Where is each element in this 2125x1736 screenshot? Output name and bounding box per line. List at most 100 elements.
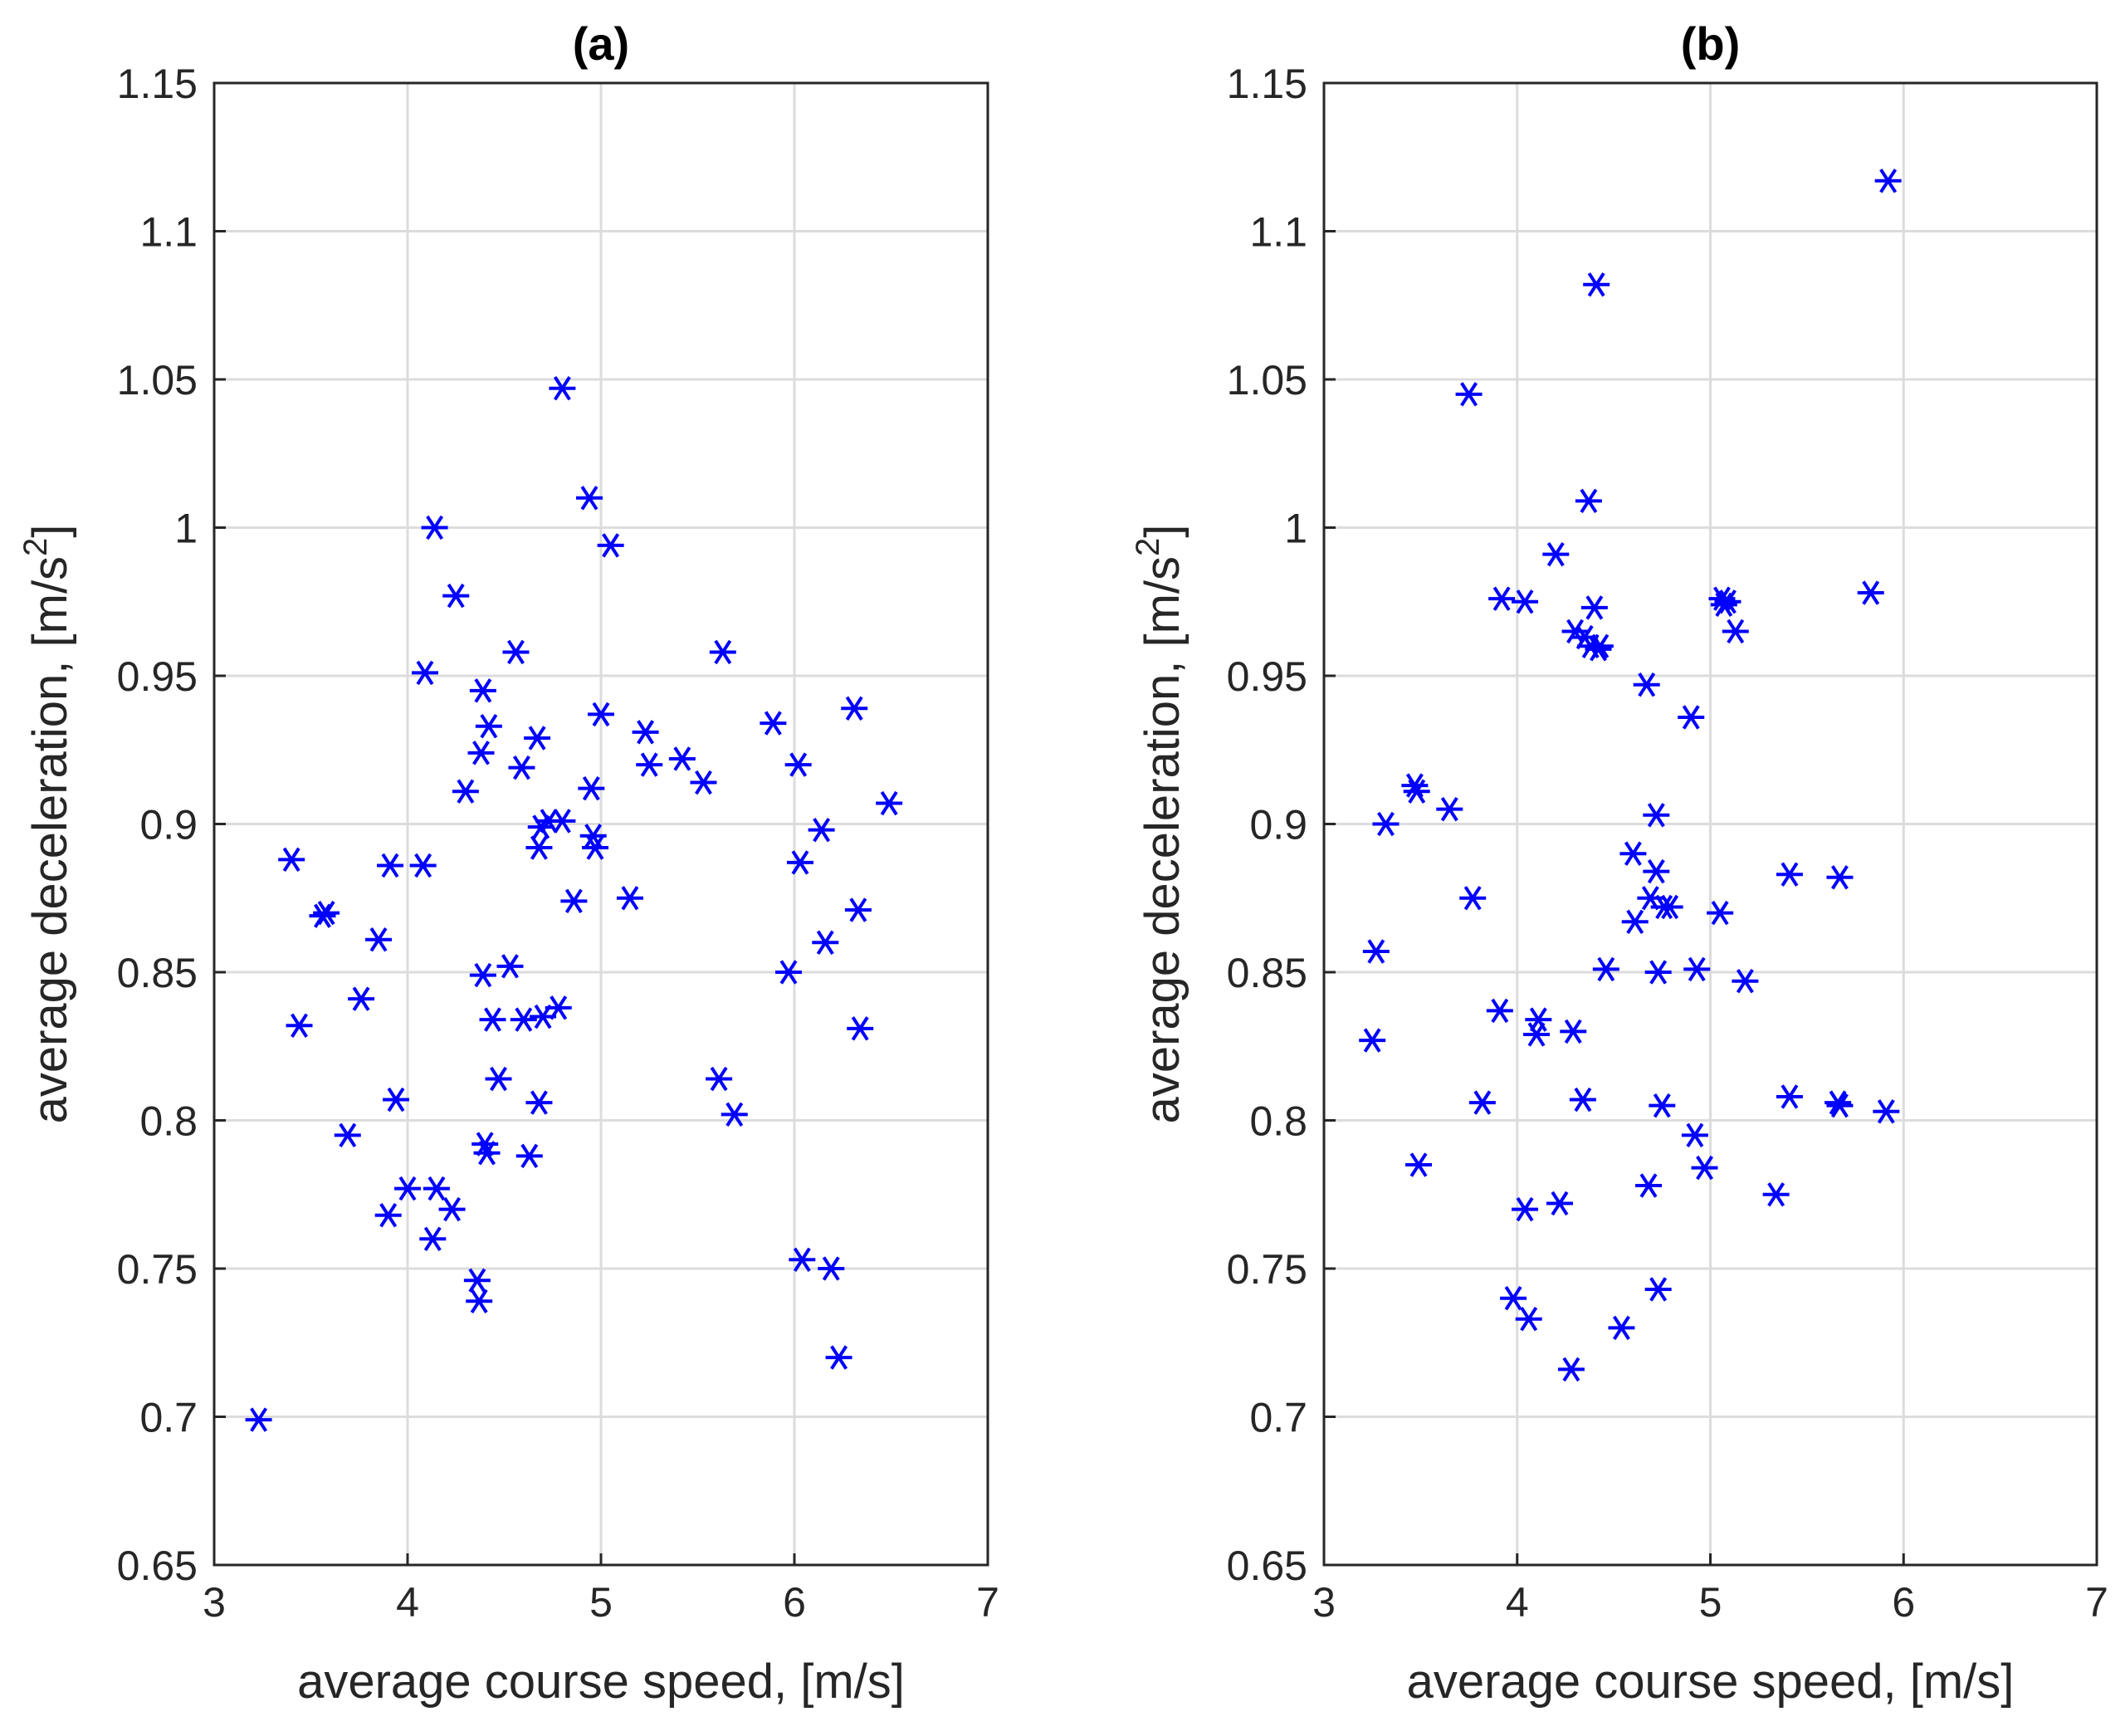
y-tick-label: 1.05	[1227, 357, 1307, 403]
y-axis-label-superscript: 2	[1130, 538, 1166, 556]
data-point	[1762, 1182, 1790, 1207]
y-tick-label: 0.75	[1227, 1246, 1307, 1293]
y-axis-label-main: average deceleration, [m/s	[1136, 556, 1190, 1123]
x-tick-label: 5	[589, 1579, 613, 1626]
data-point	[1714, 589, 1742, 614]
data-point	[549, 809, 576, 834]
data-point	[466, 1289, 493, 1313]
x-tick-label: 7	[976, 1579, 999, 1626]
y-axis-label-main: average deceleration, [m/s	[23, 556, 77, 1123]
data-point	[808, 817, 835, 843]
data-point	[525, 835, 553, 860]
data-point	[524, 726, 551, 751]
data-point	[1488, 586, 1516, 611]
y-tick-label: 1.1	[1249, 209, 1307, 256]
data-point	[1403, 779, 1430, 804]
data-point	[1372, 811, 1400, 837]
x-tick-label: 3	[203, 1579, 226, 1626]
data-point	[636, 752, 663, 777]
data-point	[348, 986, 375, 1011]
y-tick-label: 1.15	[117, 61, 198, 107]
data-point	[1500, 1286, 1527, 1311]
data-point	[709, 639, 736, 665]
data-point	[690, 770, 717, 795]
y-tick-label: 0.8	[139, 1098, 198, 1145]
data-point	[706, 1066, 733, 1092]
data-point	[383, 1087, 410, 1113]
data-point	[1874, 169, 1902, 193]
data-point	[1776, 1084, 1803, 1109]
data-point	[825, 1345, 852, 1370]
data-point	[1643, 858, 1670, 884]
y-tick-label: 0.9	[139, 802, 198, 848]
data-point	[1583, 272, 1610, 297]
data-point	[515, 1143, 543, 1169]
data-point	[442, 583, 470, 609]
data-point	[597, 533, 624, 558]
data-point	[1683, 956, 1711, 982]
x-tick-label: 5	[1699, 1579, 1722, 1626]
data-point	[789, 1247, 816, 1272]
y-tick-label: 1.1	[139, 209, 198, 256]
data-point	[1459, 886, 1487, 911]
data-point	[1643, 803, 1670, 828]
x-tick-label: 4	[396, 1579, 419, 1626]
y-tick-label: 0.65	[117, 1543, 198, 1589]
y-tick-label: 0.9	[1249, 802, 1307, 848]
data-point	[421, 515, 448, 540]
x-tick-label: 6	[1892, 1579, 1915, 1626]
y-axis-label: average deceleration, [m/s2]	[1130, 525, 1190, 1124]
data-point	[365, 927, 393, 952]
data-point	[1649, 1093, 1676, 1118]
y-tick-label: 0.8	[1249, 1098, 1307, 1145]
data-point	[479, 1007, 506, 1032]
data-point	[616, 886, 643, 911]
y-tick-label: 0.7	[139, 1395, 198, 1441]
data-point	[841, 696, 868, 721]
y-tick-label: 0.85	[1227, 950, 1307, 996]
data-point	[632, 720, 659, 745]
data-point	[278, 847, 305, 873]
data-point	[668, 746, 696, 771]
data-point	[1619, 841, 1647, 866]
panel-title-a: (a)	[573, 17, 629, 70]
data-point	[245, 1407, 272, 1432]
data-point	[775, 960, 803, 985]
data-point	[1635, 1173, 1663, 1198]
data-point	[1586, 633, 1614, 658]
y-tick-label: 0.95	[117, 653, 198, 700]
data-point	[560, 888, 588, 914]
y-axis-label-end: ]	[23, 525, 77, 538]
y-tick-label: 0.7	[1249, 1395, 1307, 1441]
data-point	[760, 711, 787, 736]
data-point	[847, 1016, 874, 1041]
data-point	[475, 714, 502, 739]
data-point	[419, 1226, 447, 1251]
data-point	[1592, 956, 1619, 982]
data-point	[1468, 1090, 1496, 1115]
data-point	[1681, 1122, 1708, 1148]
x-tick-label: 3	[1312, 1579, 1336, 1626]
data-point	[467, 741, 495, 765]
data-point	[1633, 672, 1660, 697]
data-point	[578, 775, 605, 801]
data-point	[1486, 998, 1513, 1024]
data-point	[1691, 1155, 1718, 1181]
data-point	[313, 900, 340, 926]
data-point	[1826, 865, 1854, 890]
data-point	[525, 1090, 553, 1115]
data-point	[502, 639, 530, 665]
data-point	[1678, 705, 1705, 730]
data-point	[411, 660, 438, 686]
y-axis-label-superscript: 2	[17, 538, 54, 556]
data-point	[394, 1176, 421, 1201]
data-point	[588, 702, 614, 727]
x-tick-label: 6	[783, 1579, 806, 1626]
data-point	[1362, 939, 1390, 964]
data-point	[784, 752, 812, 777]
y-tick-label: 1	[174, 506, 198, 552]
data-point	[374, 1203, 402, 1228]
data-point	[1656, 894, 1683, 920]
data-point	[1546, 1191, 1573, 1216]
